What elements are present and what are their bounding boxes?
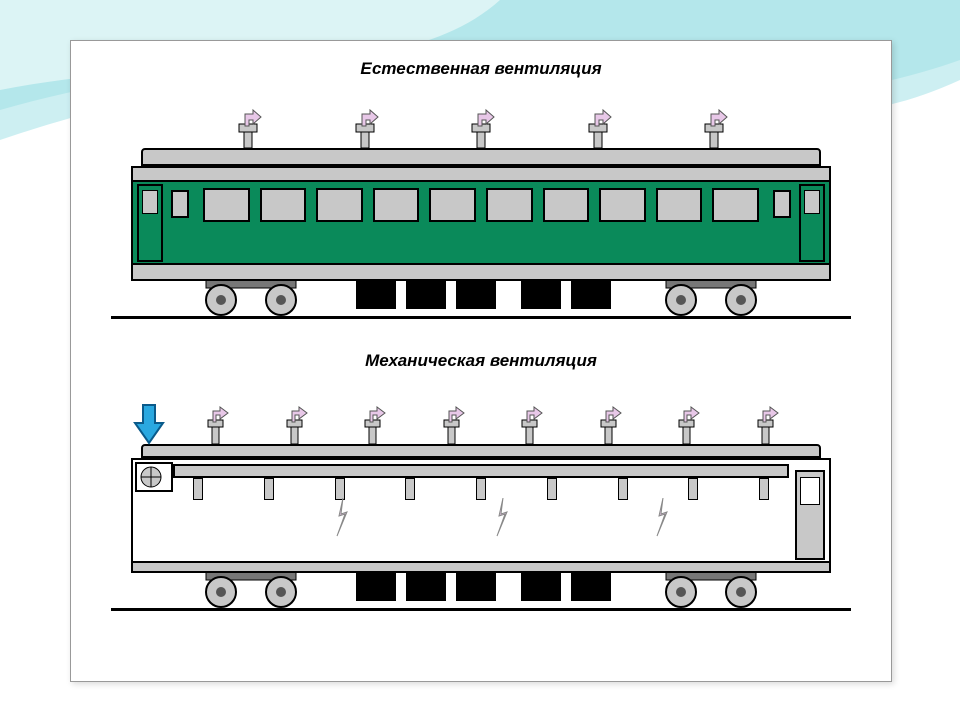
underbox bbox=[406, 281, 446, 309]
vent-deflector bbox=[594, 404, 624, 444]
content-frame: Естественная вентиляция bbox=[70, 40, 892, 682]
vent-row bbox=[201, 404, 781, 444]
mechanical-wagon bbox=[131, 381, 831, 611]
underbox bbox=[406, 573, 446, 601]
bogie-right bbox=[646, 568, 776, 608]
bogie-svg bbox=[646, 276, 776, 316]
small-window bbox=[773, 190, 791, 218]
tube bbox=[405, 478, 415, 500]
window bbox=[373, 188, 420, 222]
vent-deflector bbox=[348, 108, 382, 148]
window bbox=[316, 188, 363, 222]
tube bbox=[618, 478, 628, 500]
roof bbox=[141, 444, 821, 458]
vent-deflector bbox=[280, 404, 310, 444]
tube bbox=[547, 478, 557, 500]
tube bbox=[759, 478, 769, 500]
window bbox=[656, 188, 703, 222]
bogie-right bbox=[646, 276, 776, 316]
tube bbox=[264, 478, 274, 500]
tube bbox=[335, 478, 345, 500]
window bbox=[712, 188, 759, 222]
underbox bbox=[571, 281, 611, 309]
tube bbox=[193, 478, 203, 500]
window bbox=[543, 188, 590, 222]
underbox bbox=[571, 573, 611, 601]
top-band bbox=[133, 168, 829, 182]
bottom-band bbox=[133, 561, 829, 571]
inside-arrow-icon bbox=[653, 498, 673, 538]
underbox bbox=[356, 573, 396, 601]
drop-tubes bbox=[193, 478, 769, 498]
door-window bbox=[800, 477, 820, 505]
bogie-svg bbox=[186, 276, 316, 316]
window bbox=[260, 188, 307, 222]
bottom-band bbox=[133, 263, 829, 279]
vent-deflector bbox=[697, 108, 731, 148]
vent-deflector bbox=[231, 108, 265, 148]
window-row bbox=[203, 188, 759, 222]
roof bbox=[141, 148, 821, 166]
vent-deflector bbox=[751, 404, 781, 444]
vent-deflector bbox=[672, 404, 702, 444]
title-mechanical: Механическая вентиляция bbox=[71, 351, 891, 371]
window bbox=[486, 188, 533, 222]
wagon-body bbox=[131, 166, 831, 281]
small-window bbox=[171, 190, 189, 218]
air-duct bbox=[173, 464, 789, 478]
inside-arrow-icon bbox=[333, 498, 353, 538]
end-door bbox=[795, 470, 825, 560]
door-window bbox=[804, 190, 820, 214]
underbox bbox=[456, 573, 496, 601]
inside-arrow-icon bbox=[493, 498, 513, 538]
vent-deflector bbox=[358, 404, 388, 444]
underbox bbox=[521, 281, 561, 309]
vent-deflector bbox=[515, 404, 545, 444]
vent-deflector bbox=[581, 108, 615, 148]
end-door-left bbox=[137, 184, 163, 262]
vent-deflector bbox=[464, 108, 498, 148]
tube bbox=[688, 478, 698, 500]
tube bbox=[476, 478, 486, 500]
title-natural: Естественная вентиляция bbox=[71, 59, 891, 79]
underbox bbox=[456, 281, 496, 309]
intake-arrow-icon bbox=[129, 403, 169, 453]
vent-deflector bbox=[201, 404, 231, 444]
bogie-left bbox=[186, 568, 316, 608]
underbox bbox=[356, 281, 396, 309]
natural-wagon bbox=[131, 89, 831, 319]
vent-row bbox=[231, 108, 731, 148]
rail bbox=[111, 608, 851, 611]
end-door-right bbox=[799, 184, 825, 262]
fan-unit bbox=[135, 462, 173, 492]
wagon-body-cutaway bbox=[131, 458, 831, 573]
bogie-left bbox=[186, 276, 316, 316]
vent-deflector bbox=[437, 404, 467, 444]
door-window bbox=[142, 190, 158, 214]
window bbox=[599, 188, 646, 222]
window bbox=[429, 188, 476, 222]
window bbox=[203, 188, 250, 222]
rail bbox=[111, 316, 851, 319]
underbox bbox=[521, 573, 561, 601]
